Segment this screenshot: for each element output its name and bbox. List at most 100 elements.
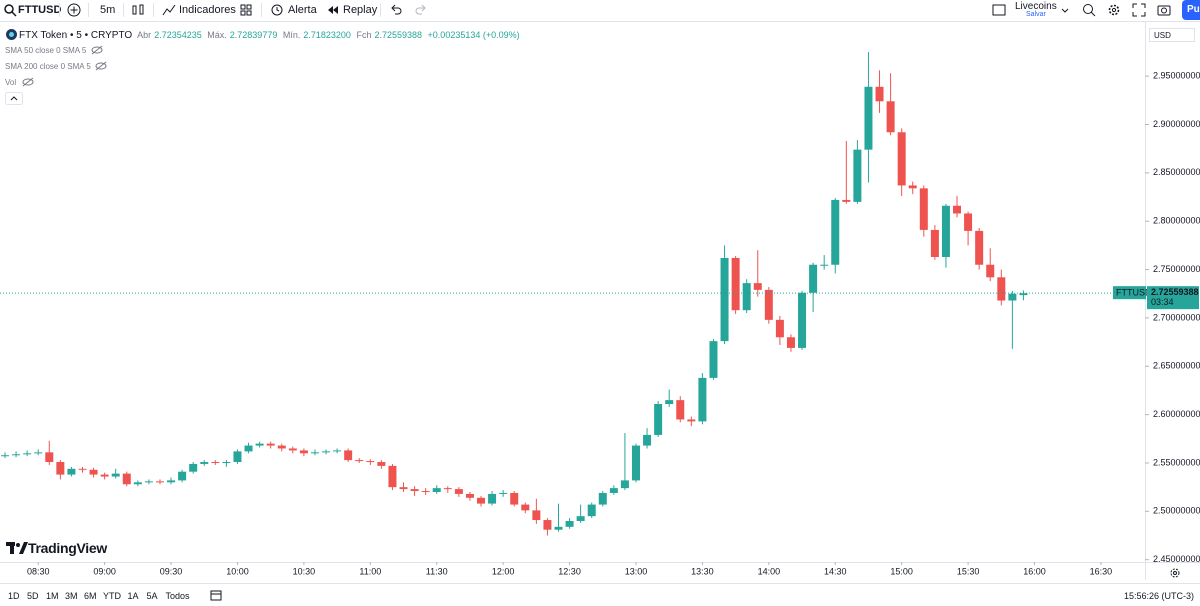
candle-body	[67, 468, 76, 475]
candle-body	[964, 213, 973, 231]
bottom-bar: 1D 5D 1M 3M 6M YTD 1A 5A Todos 15:56:26 (UTC-3)	[0, 583, 1200, 606]
layout-icon[interactable]	[239, 3, 253, 17]
range-button[interactable]: 1A	[127, 591, 139, 601]
alert-icon[interactable]	[270, 3, 284, 17]
hidden-icon[interactable]	[22, 77, 34, 87]
fullscreen-icon[interactable]	[1132, 3, 1146, 17]
hidden-icon[interactable]	[91, 45, 103, 55]
candle-body	[454, 489, 463, 494]
candle-body	[56, 462, 65, 475]
symbol-logo	[6, 29, 17, 40]
range-button[interactable]: 3M	[65, 591, 78, 601]
save-status[interactable]: Salvar	[1026, 11, 1046, 18]
range-button[interactable]: 1M	[46, 591, 59, 601]
candle-body	[742, 283, 751, 311]
candle-body	[488, 493, 497, 504]
clock[interactable]: 15:56:26 (UTC-3)	[1123, 591, 1194, 601]
candle-body	[620, 480, 629, 489]
y-tick-label: 2.85000000	[1153, 167, 1200, 177]
candle-body	[189, 463, 198, 472]
candle-body	[133, 482, 142, 485]
indicator-vol[interactable]: Vol	[5, 78, 16, 87]
candle-body	[687, 419, 696, 422]
candle-body	[322, 451, 331, 453]
publish-button[interactable]: Pu	[1182, 0, 1200, 20]
compare-icon[interactable]	[67, 3, 81, 17]
candle-body	[144, 481, 153, 483]
symbol[interactable]: FTTUSD	[18, 4, 62, 16]
indicators-button[interactable]: Indicadores	[179, 4, 236, 16]
price-tag-symbol-bg	[1113, 286, 1146, 300]
indicator-sma200[interactable]: SMA 200 close 0 SMA 5	[5, 62, 91, 71]
replay-button[interactable]: Replay	[343, 4, 378, 16]
candle-body	[598, 492, 607, 505]
candle-body	[554, 526, 563, 530]
indicator-label: Vol	[5, 78, 17, 87]
candle-body	[775, 319, 784, 338]
x-tick-label: 14:00	[758, 566, 781, 576]
candle-body	[997, 277, 1006, 301]
y-tick-label: 2.75000000	[1153, 264, 1200, 274]
axis-settings-icon[interactable]	[1169, 567, 1181, 579]
candle-body	[12, 454, 21, 456]
chart-type-icon[interactable]	[131, 3, 145, 17]
range-button[interactable]: 5A	[146, 591, 158, 601]
redo-icon[interactable]	[414, 3, 428, 17]
close-label: Fch	[356, 30, 372, 40]
range-button[interactable]: YTD	[103, 591, 121, 601]
collapse-button[interactable]	[5, 92, 23, 105]
open-value: 2.72354235	[154, 30, 202, 40]
quick-search-icon[interactable]	[1082, 3, 1096, 17]
candle-body	[908, 185, 917, 189]
x-tick-label: 14:30	[824, 566, 847, 576]
settings-icon[interactable]	[1107, 3, 1121, 17]
candle-body	[609, 488, 618, 493]
price-tag-price: 2.72559388	[1151, 287, 1199, 297]
range-button[interactable]: Todos	[165, 591, 190, 601]
candle-body	[277, 445, 286, 449]
account-name[interactable]: Livecoins	[1015, 1, 1057, 12]
x-tick-label: 12:30	[558, 566, 581, 576]
candle-body	[122, 473, 131, 485]
hidden-icon[interactable]	[95, 61, 107, 71]
candle-body	[864, 86, 873, 150]
candle-body	[178, 471, 187, 481]
indicator-label: SMA 200 close 0 SMA 5	[5, 62, 91, 71]
low-label: Mín.	[282, 30, 301, 40]
range-button[interactable]: 1D	[8, 591, 20, 601]
candle-body	[34, 452, 43, 454]
candle-body	[310, 452, 319, 454]
candle-body	[233, 451, 242, 463]
candle-body	[244, 445, 253, 452]
watermark-logo	[6, 542, 28, 554]
layout-box-icon[interactable]	[992, 3, 1006, 17]
interval[interactable]: 5m	[100, 4, 116, 16]
currency: USD	[1154, 31, 1171, 40]
search-icon[interactable]	[3, 3, 17, 17]
currency-select[interactable]: USD	[1149, 28, 1195, 42]
indicators-icon[interactable]	[162, 3, 176, 17]
candle-body	[665, 400, 674, 404]
y-tick-label: 2.70000000	[1153, 312, 1200, 322]
candle-body	[377, 462, 386, 466]
candle-body	[477, 497, 486, 504]
close-value: 2.72559388	[374, 30, 423, 40]
x-tick-label: 11:00	[359, 566, 381, 576]
range-button[interactable]: 6M	[84, 591, 97, 601]
dropdown-icon[interactable]	[1058, 3, 1072, 17]
date-range-icon[interactable]	[209, 588, 223, 602]
undo-icon[interactable]	[389, 3, 403, 17]
y-tick-label: 2.95000000	[1153, 71, 1200, 81]
alert-button[interactable]: Alerta	[288, 4, 317, 16]
candle-body	[288, 448, 297, 451]
candle-body	[631, 445, 640, 481]
candle-body	[587, 504, 596, 517]
replay-icon[interactable]	[326, 3, 340, 17]
snapshot-icon[interactable]	[1157, 3, 1171, 17]
indicator-sma50[interactable]: SMA 50 close 0 SMA 5	[5, 46, 86, 55]
candle-body	[155, 481, 164, 483]
chart: 2.95000000 2.90000000 2.85000000 2.80000000…	[0, 22, 1200, 580]
range-button[interactable]: 5D	[27, 591, 39, 601]
